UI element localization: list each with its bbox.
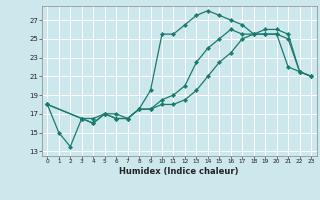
X-axis label: Humidex (Indice chaleur): Humidex (Indice chaleur) <box>119 167 239 176</box>
